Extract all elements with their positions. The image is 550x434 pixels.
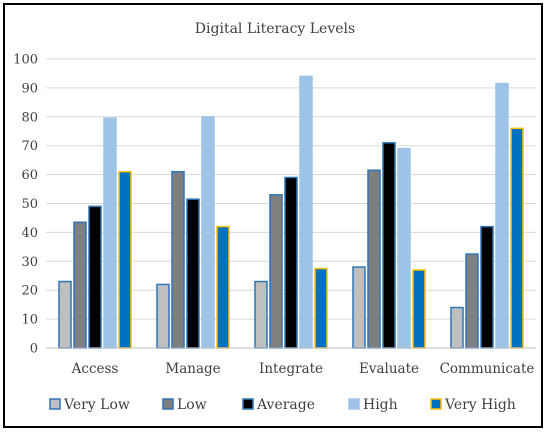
x-tick-label: Evaluate	[359, 361, 419, 377]
legend-swatch	[49, 398, 61, 410]
bar-high	[495, 82, 509, 349]
bar-high	[103, 117, 117, 349]
y-tick-label: 40	[21, 226, 38, 241]
legend-label: Very Low	[63, 397, 130, 413]
y-tick-label: 20	[21, 284, 38, 299]
y-tick-label: 70	[21, 139, 38, 154]
bar-high	[201, 116, 215, 349]
bar-low	[465, 253, 479, 349]
bar-low	[367, 169, 381, 349]
bar-low	[269, 194, 283, 349]
bar-average	[480, 225, 494, 349]
bar-very-high	[118, 170, 132, 349]
legend-label: Low	[177, 397, 207, 413]
x-tick-label: Integrate	[259, 361, 323, 377]
x-axis: Access Manage Integrate Evaluate Communicate	[46, 347, 536, 377]
x-tick-label: Access	[71, 361, 119, 377]
y-tick-label: 100	[13, 53, 38, 68]
legend-label: Very High	[444, 397, 516, 413]
y-tick-label: 80	[21, 110, 38, 125]
legend-label: High	[363, 397, 398, 413]
bar-low	[171, 170, 185, 349]
bar-average	[88, 205, 102, 349]
bar-average	[186, 198, 200, 349]
bar-very-high	[314, 267, 328, 349]
y-axis-ticks: 0 10 20 30 40 50 60 70 80 90 100	[13, 53, 38, 357]
legend-swatch	[348, 398, 360, 410]
legend-swatch	[430, 398, 442, 410]
bar-very-low	[450, 306, 464, 349]
bar-very-high	[216, 225, 230, 349]
y-tick-label: 30	[21, 255, 38, 270]
legend: Very Low Low Average High Very High	[49, 397, 516, 413]
bar-very-high	[412, 269, 426, 349]
legend-swatch	[242, 398, 254, 410]
bars	[58, 75, 524, 349]
y-tick-label: 90	[21, 81, 38, 96]
bar-very-low	[352, 266, 366, 349]
y-tick-label: 0	[30, 342, 38, 357]
bar-average	[284, 176, 298, 349]
legend-label: Average	[256, 397, 315, 413]
bar-very-low	[156, 283, 170, 349]
x-tick-label: Communicate	[440, 361, 535, 377]
bar-high	[299, 75, 313, 349]
bar-high	[397, 147, 411, 349]
bar-low	[73, 221, 87, 349]
y-tick-label: 60	[21, 168, 38, 183]
chart-title: Digital Literacy Levels	[195, 21, 355, 37]
y-tick-label: 10	[21, 313, 38, 328]
y-tick-label: 50	[21, 197, 38, 212]
bar-average	[382, 142, 396, 349]
x-tick-label: Manage	[165, 361, 220, 377]
legend-swatch	[162, 398, 174, 410]
bar-very-low	[58, 280, 72, 349]
bar-very-high	[510, 127, 524, 349]
bar-very-low	[254, 280, 268, 349]
